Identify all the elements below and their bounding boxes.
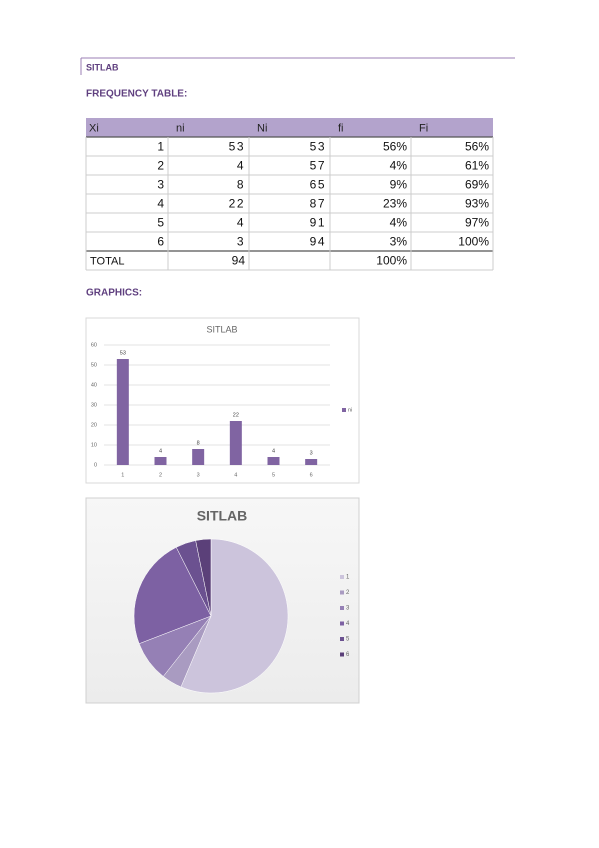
legend-label: 4 xyxy=(346,621,350,627)
table-cell: 9% xyxy=(390,178,408,192)
section-title: FREQUENCY TABLE: xyxy=(86,89,187,100)
table-cell: 91 xyxy=(310,216,326,230)
legend-swatch xyxy=(340,621,344,626)
legend-label: 6 xyxy=(346,652,350,658)
table-cell: 53 xyxy=(310,140,326,154)
pie-slice xyxy=(195,538,212,617)
table-cell: 4 xyxy=(237,159,245,173)
table-cell: 3 xyxy=(157,178,164,192)
legend-label: 2 xyxy=(346,590,350,596)
chart-title: SITLAB xyxy=(206,324,237,334)
table-cell: 100% xyxy=(458,235,489,249)
table-cell: 53 xyxy=(229,140,245,154)
bar xyxy=(229,421,242,465)
legend-label: 1 xyxy=(346,575,350,581)
section-title: GRAPHICS: xyxy=(86,288,142,299)
x-tick-label: 1 xyxy=(121,472,124,478)
y-tick-label: 0 xyxy=(94,462,97,468)
legend-label: ni xyxy=(348,407,352,413)
table-cell: 8 xyxy=(237,178,245,192)
pie-slice xyxy=(180,538,289,694)
table-cell: TOTAL xyxy=(90,255,124,267)
table-cell: 6 xyxy=(157,235,164,249)
table-cell: 97% xyxy=(465,216,489,230)
table-cell: 94 xyxy=(232,254,246,268)
table-header: Fi xyxy=(419,122,428,134)
table-cell: 87 xyxy=(310,197,326,211)
bar xyxy=(267,457,280,465)
table-cell: 56% xyxy=(383,140,407,154)
table-cell: 56% xyxy=(465,140,489,154)
table-cell: 2 xyxy=(157,159,164,173)
table-header: ni xyxy=(176,122,185,134)
table-cell: 57 xyxy=(310,159,326,173)
bar xyxy=(116,359,129,465)
table-cell: 23% xyxy=(383,197,407,211)
y-tick-label: 60 xyxy=(91,342,97,348)
table-cell: 4% xyxy=(390,216,408,230)
y-tick-label: 20 xyxy=(91,422,97,428)
table-header-bg xyxy=(86,118,493,137)
legend-swatch xyxy=(340,637,344,641)
legend-swatch xyxy=(340,606,344,610)
x-tick-label: 4 xyxy=(234,472,237,478)
pie-slice xyxy=(133,546,212,644)
table-header: fi xyxy=(338,122,344,134)
bar xyxy=(305,459,318,465)
data-label: 8 xyxy=(197,440,200,446)
data-label: 4 xyxy=(272,448,275,454)
y-tick-label: 40 xyxy=(91,382,97,388)
data-label: 53 xyxy=(120,350,126,356)
legend-swatch xyxy=(340,590,344,595)
table-cell: 3 xyxy=(237,235,245,249)
y-tick-label: 30 xyxy=(91,402,97,408)
table-cell: 100% xyxy=(376,254,407,268)
table-cell: 93% xyxy=(465,197,489,211)
legend-swatch xyxy=(340,575,344,579)
bar xyxy=(154,457,167,465)
x-tick-label: 3 xyxy=(197,472,200,478)
y-tick-label: 10 xyxy=(91,442,97,448)
bar xyxy=(192,449,205,465)
chart-title: SITLAB xyxy=(197,508,248,524)
x-tick-label: 5 xyxy=(272,472,275,478)
data-label: 22 xyxy=(233,412,239,418)
table-cell: 4% xyxy=(390,159,408,173)
table-cell: 61% xyxy=(465,159,489,173)
table-cell: 69% xyxy=(465,178,489,192)
legend-label: 5 xyxy=(346,637,350,643)
table-cell: 3% xyxy=(390,235,408,249)
table-cell: 4 xyxy=(237,216,245,230)
legend-swatch xyxy=(340,652,344,657)
x-tick-label: 2 xyxy=(159,472,162,478)
data-label: 4 xyxy=(159,448,162,454)
y-tick-label: 50 xyxy=(91,362,97,368)
legend-label: 3 xyxy=(346,606,350,612)
table-cell: 4 xyxy=(157,197,164,211)
data-label: 3 xyxy=(310,450,313,456)
table-cell: 5 xyxy=(157,216,164,230)
table-header: Ni xyxy=(257,122,267,134)
table-cell: 1 xyxy=(157,140,164,154)
table-cell: 22 xyxy=(229,197,245,211)
x-tick-label: 6 xyxy=(310,472,313,478)
table-cell: 94 xyxy=(310,235,326,249)
legend-swatch xyxy=(342,408,346,412)
table-cell: 65 xyxy=(310,178,326,192)
header-title: SITLAB xyxy=(86,62,119,72)
table-header: Xi xyxy=(89,122,99,134)
